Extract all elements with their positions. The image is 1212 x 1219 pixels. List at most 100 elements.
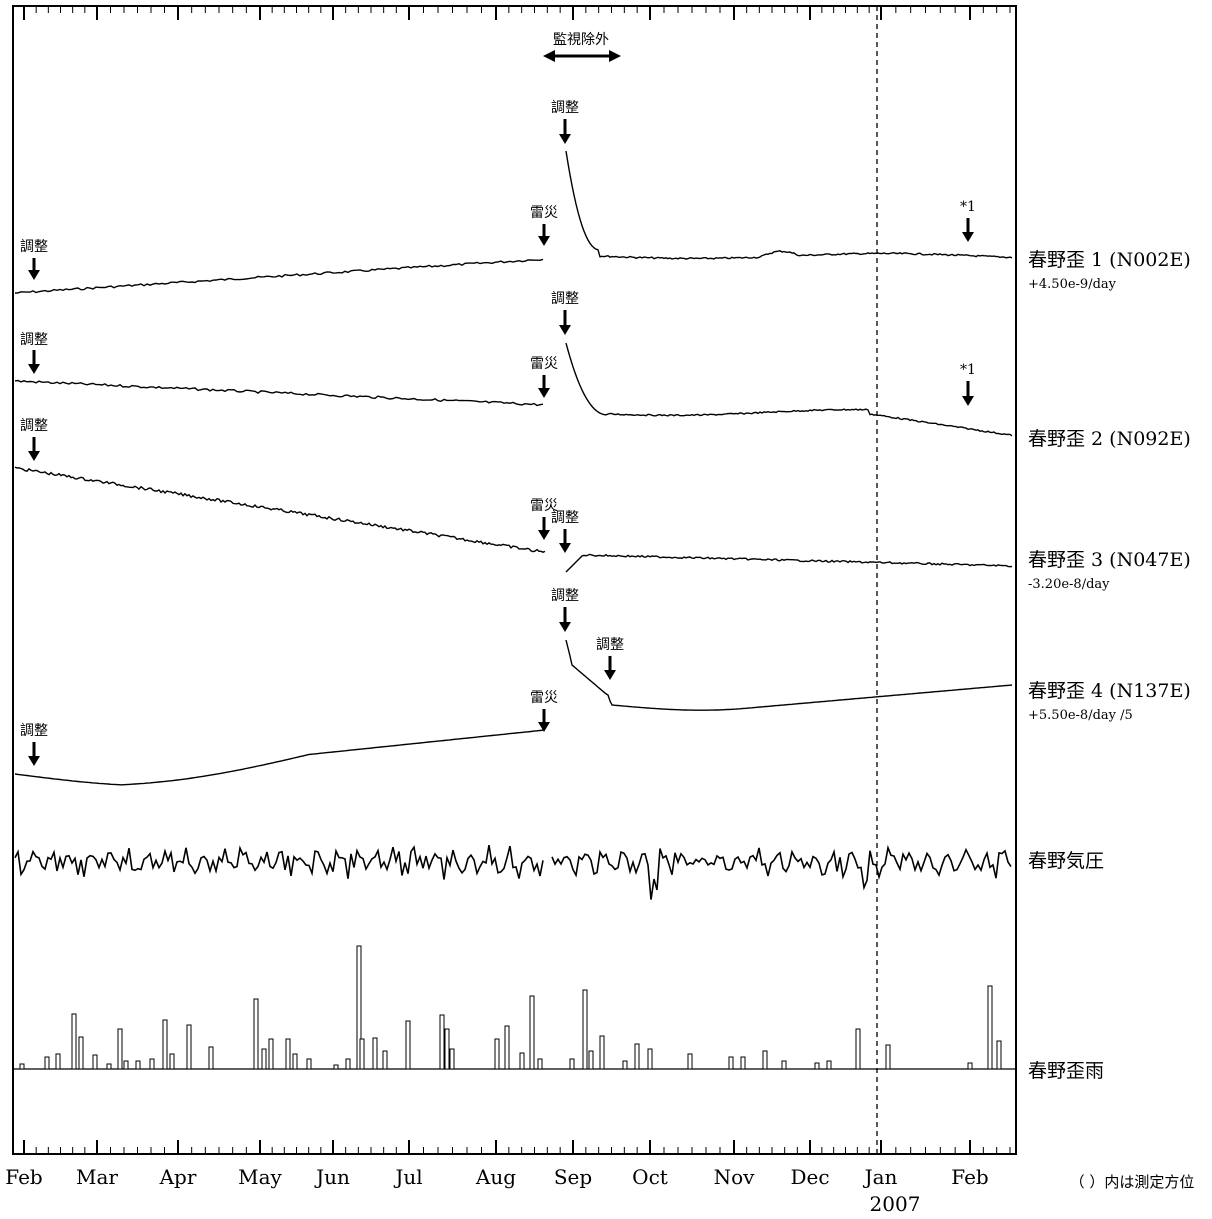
x-tick-label-sep-7: Sep (554, 1165, 592, 1189)
rain-bar-46 (762, 1050, 768, 1070)
rain-bar-47 (781, 1060, 787, 1070)
rain-bar-9 (135, 1060, 141, 1070)
x-tick-label-oct-8: Oct (632, 1165, 668, 1189)
rain-bar-15 (253, 998, 259, 1070)
rain-bar-8 (123, 1060, 129, 1070)
rain-bar-2 (55, 1053, 61, 1070)
annot-s3-adjust-sep-arrow-head (559, 543, 571, 553)
rain-bar-31 (494, 1038, 500, 1070)
rain-bar-40 (622, 1060, 628, 1070)
trace-strain-3-post (565, 553, 1013, 573)
annot-s2-note-label: *1 (960, 362, 976, 378)
annot-s2-adjust-start-arrow-head (28, 364, 40, 374)
rain-bar-26 (382, 1050, 388, 1070)
rain-bar-52 (967, 1062, 973, 1070)
series-label-rain: 春野歪雨 (1028, 1060, 1104, 1082)
rain-bar-33 (519, 1052, 525, 1070)
annot-s3-adjust-start-arrow-head (28, 451, 40, 461)
rain-bar-49 (826, 1060, 832, 1070)
rain-bar-24 (359, 1038, 365, 1070)
rain-bar-53 (987, 985, 993, 1070)
excluded-period-marker: 監視除外 (543, 31, 621, 62)
year-label: 2007 (870, 1192, 921, 1216)
rain-bar-50 (855, 1028, 861, 1070)
x-tick-label-jan-11: Jan (863, 1165, 898, 1189)
rain-bar-37 (582, 989, 588, 1070)
annot-s2-adjust-sep-arrow-head (559, 325, 571, 335)
rate-label-strain-4: +5.50e-8/day /5 (1028, 708, 1133, 723)
annot-s4-adjust-sep-label: 調整 (551, 588, 579, 604)
rain-bar-23 (356, 945, 362, 1070)
trace-strain-2-pre (14, 379, 544, 407)
rain-bar-32 (504, 1025, 510, 1070)
rain-bar-54 (996, 1040, 1002, 1070)
annot-s1-note-arrow-head (962, 232, 974, 242)
rain-bar-48 (814, 1062, 820, 1070)
trace-strain-2-post (565, 342, 1013, 437)
series-label-strain-4: 春野歪 4 (N137E) (1028, 680, 1191, 702)
rain-bar-41 (634, 1043, 640, 1070)
x-tick-label-feb-0: Feb (5, 1165, 42, 1189)
annot-s4-adjust-sep2-label: 調整 (596, 637, 624, 653)
x-tick-label-aug-6: Aug (475, 1165, 516, 1189)
rain-bar-30 (449, 1048, 455, 1070)
annot-s4-adjust-sep2-arrow-head (604, 670, 616, 680)
annot-s3-lightning-label: 雷災 (530, 498, 558, 514)
rain-bar-44 (728, 1056, 734, 1070)
series-label-pressure: 春野気圧 (1028, 850, 1104, 872)
annot-s2-lightning-arrow-head (538, 388, 550, 398)
trace-strain-1-post (565, 150, 1013, 260)
rain-bar-14 (208, 1046, 214, 1070)
trace-strain-1-pre (14, 258, 544, 294)
rain-bars (19, 945, 1002, 1070)
rain-bar-3 (71, 1013, 77, 1070)
annot-s1-adjust-start-label: 調整 (20, 239, 48, 255)
annot-s3-lightning-arrow-head (538, 530, 550, 540)
plot-frame (12, 5, 1017, 1155)
rain-bar-12 (169, 1053, 175, 1070)
rain-bar-38 (588, 1050, 594, 1070)
x-axis-labels: Feb Mar Apr May Jun Jul Aug Sep Oct Nov Dec Jan Feb (5, 1165, 988, 1189)
rain-bar-20 (306, 1058, 312, 1070)
annot-s4-adjust-start-label: 調整 (20, 723, 48, 739)
rain-bar-34 (529, 995, 535, 1070)
rain-bar-11 (162, 1019, 168, 1070)
rain-bar-18 (285, 1038, 291, 1070)
rain-bar-43 (687, 1053, 693, 1070)
excluded-period-label: 監視除外 (553, 31, 609, 48)
x-tick-label-mar-1: Mar (76, 1165, 118, 1189)
trace-strain-4-post (565, 639, 1013, 711)
rain-bar-27 (405, 1020, 411, 1070)
annot-s1-lightning-arrow-head (538, 236, 550, 246)
rain-bar-29 (444, 1028, 450, 1070)
traces (14, 150, 1013, 900)
rain-bar-0 (19, 1063, 25, 1070)
x-tick-label-jul-5: Jul (393, 1165, 422, 1189)
rain-bar-39 (599, 1035, 605, 1070)
x-tick-label-apr-2: Apr (159, 1165, 197, 1189)
rain-bar-4 (78, 1036, 84, 1070)
rate-label-strain-3: -3.20e-8/day (1028, 577, 1110, 592)
rain-bar-16 (261, 1048, 267, 1070)
rain-bar-10 (149, 1058, 155, 1070)
annot-s4-adjust-sep-arrow-head (559, 622, 571, 632)
x-tick-label-nov-9: Nov (714, 1165, 756, 1189)
rain-bar-28 (439, 1014, 445, 1070)
annot-s1-note-label: *1 (960, 199, 976, 215)
series-labels: 春野歪 1 (N002E) +4.50e-9/day 春野歪 2 (N092E)… (1028, 249, 1191, 1082)
trace-pressure-a (14, 844, 544, 880)
rain-bar-17 (268, 1038, 274, 1070)
annot-s4-lightning-arrow-head (538, 722, 550, 732)
rate-label-strain-1: +4.50e-9/day (1028, 277, 1117, 292)
annot-s1-lightning-label: 雷災 (530, 205, 558, 221)
annot-s2-adjust-start-label: 調整 (20, 332, 48, 348)
x-tick-label-dec-10: Dec (790, 1165, 829, 1189)
rain-bar-35 (537, 1058, 543, 1070)
trace-strain-4-pre (14, 729, 544, 786)
annot-s2-lightning-label: 雷災 (530, 356, 558, 372)
rain-bar-19 (292, 1053, 298, 1070)
trace-pressure-b (551, 844, 1012, 900)
